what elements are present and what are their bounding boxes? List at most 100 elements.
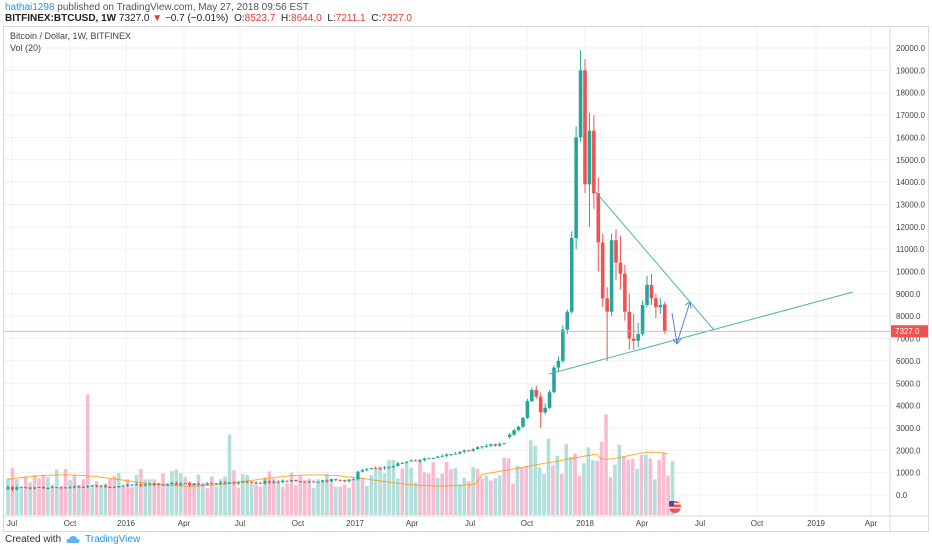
candle-body <box>471 449 475 451</box>
volume-bar <box>635 469 639 515</box>
volume-bar <box>568 456 573 515</box>
volume-bar <box>422 472 427 515</box>
volume-bar <box>258 486 263 515</box>
volume-bar <box>232 470 236 515</box>
candle-body <box>267 481 271 483</box>
volume-bar <box>99 486 103 515</box>
resistance-trendline <box>593 189 715 331</box>
candle-body <box>623 273 627 312</box>
projection-arrow-path <box>671 301 691 344</box>
volume-bar <box>524 465 529 515</box>
candle-body <box>334 479 338 481</box>
volume-bar <box>227 434 232 515</box>
candle-body <box>640 305 645 335</box>
volume-bar <box>285 483 289 515</box>
candle-body <box>126 484 130 486</box>
volume-bar <box>165 482 170 515</box>
y-tick-label: 8000.0 <box>896 312 921 321</box>
candle-body <box>427 458 431 460</box>
y-tick-label: 12000.0 <box>896 223 925 232</box>
volume-bar <box>391 459 396 515</box>
volume-bar <box>325 473 329 515</box>
candle-body <box>453 453 458 455</box>
volume-bar <box>15 479 19 515</box>
y-tick-label: 1000.0 <box>896 469 921 478</box>
volume-bar <box>444 462 449 515</box>
volume-bar <box>617 444 622 515</box>
candle-body <box>15 487 19 490</box>
volume-bar <box>187 481 192 515</box>
candle-body <box>436 456 440 458</box>
y-tick-label: 3000.0 <box>896 424 921 433</box>
candle-body <box>378 468 382 470</box>
volume-bar <box>59 485 63 515</box>
candle-body <box>645 284 649 306</box>
volume-bar <box>435 478 440 515</box>
candle-body <box>574 137 578 238</box>
candle-body <box>365 469 369 471</box>
volume-bar <box>236 487 241 515</box>
volume-bar <box>582 463 586 515</box>
volume-bar <box>360 477 365 515</box>
x-tick-label: Jul <box>695 519 705 528</box>
volume-bar <box>515 465 520 515</box>
candle-body <box>369 468 373 470</box>
volume-bar <box>32 475 37 515</box>
volume-bar <box>320 481 325 515</box>
volume-bar <box>201 482 205 515</box>
volume-bar <box>373 470 378 515</box>
volume-bar <box>303 480 307 515</box>
projection-arrow-head-up <box>684 301 692 309</box>
symbol-name: BITFINEX:BTCUSD, 1W <box>5 13 117 24</box>
volume-bar <box>196 474 201 515</box>
candle-body <box>507 434 512 437</box>
candle-body <box>294 480 298 482</box>
volume-bar <box>604 414 608 515</box>
candle-body <box>600 242 605 299</box>
volume-bar <box>528 440 533 515</box>
candle-body <box>81 486 85 488</box>
footer: Created with TradingView <box>5 534 140 545</box>
author-link[interactable]: hathai1298 <box>5 2 55 13</box>
candle-body <box>236 482 240 484</box>
candle-body <box>143 484 147 486</box>
volume-bar <box>329 482 334 515</box>
candle-body <box>547 392 552 408</box>
candle-body <box>112 486 116 488</box>
volume-bar <box>263 477 267 515</box>
publish-date: published on TradingView.com, May 27, 20… <box>57 2 309 13</box>
candle-body <box>431 457 435 459</box>
volume-bar <box>546 438 551 515</box>
chart-frame <box>3 26 929 532</box>
candle-body <box>312 481 316 483</box>
candle-body <box>489 444 493 446</box>
candle-body <box>347 479 351 482</box>
volume-bar <box>307 478 312 515</box>
candle-body <box>121 485 125 487</box>
volume-bar <box>537 467 542 515</box>
volume-bar <box>298 475 303 515</box>
tradingview-brand[interactable]: TradingView <box>85 534 141 545</box>
volume-bar <box>409 467 413 515</box>
volume-indicator-label[interactable]: Vol (20) <box>10 43 42 53</box>
y-tick-label: 7000.0 <box>896 335 921 344</box>
volume-bar <box>484 475 489 515</box>
candle-body <box>103 485 108 487</box>
candle-body <box>565 311 570 330</box>
volume-bar <box>590 460 595 515</box>
candle-body <box>467 450 471 452</box>
candle-body <box>578 70 583 138</box>
x-tick-label: Apr <box>178 519 191 528</box>
volume-ma-line <box>7 451 669 487</box>
candle-body <box>254 482 258 484</box>
candle-body <box>356 471 360 480</box>
volume-bar <box>351 479 356 515</box>
candle-body <box>351 479 356 481</box>
candle-body <box>360 470 364 472</box>
volume-bar <box>502 457 506 515</box>
volume-bar <box>170 471 174 515</box>
y-tick-label: 9000.0 <box>896 290 921 299</box>
volume-bar <box>272 478 276 515</box>
candle-body <box>24 486 28 488</box>
